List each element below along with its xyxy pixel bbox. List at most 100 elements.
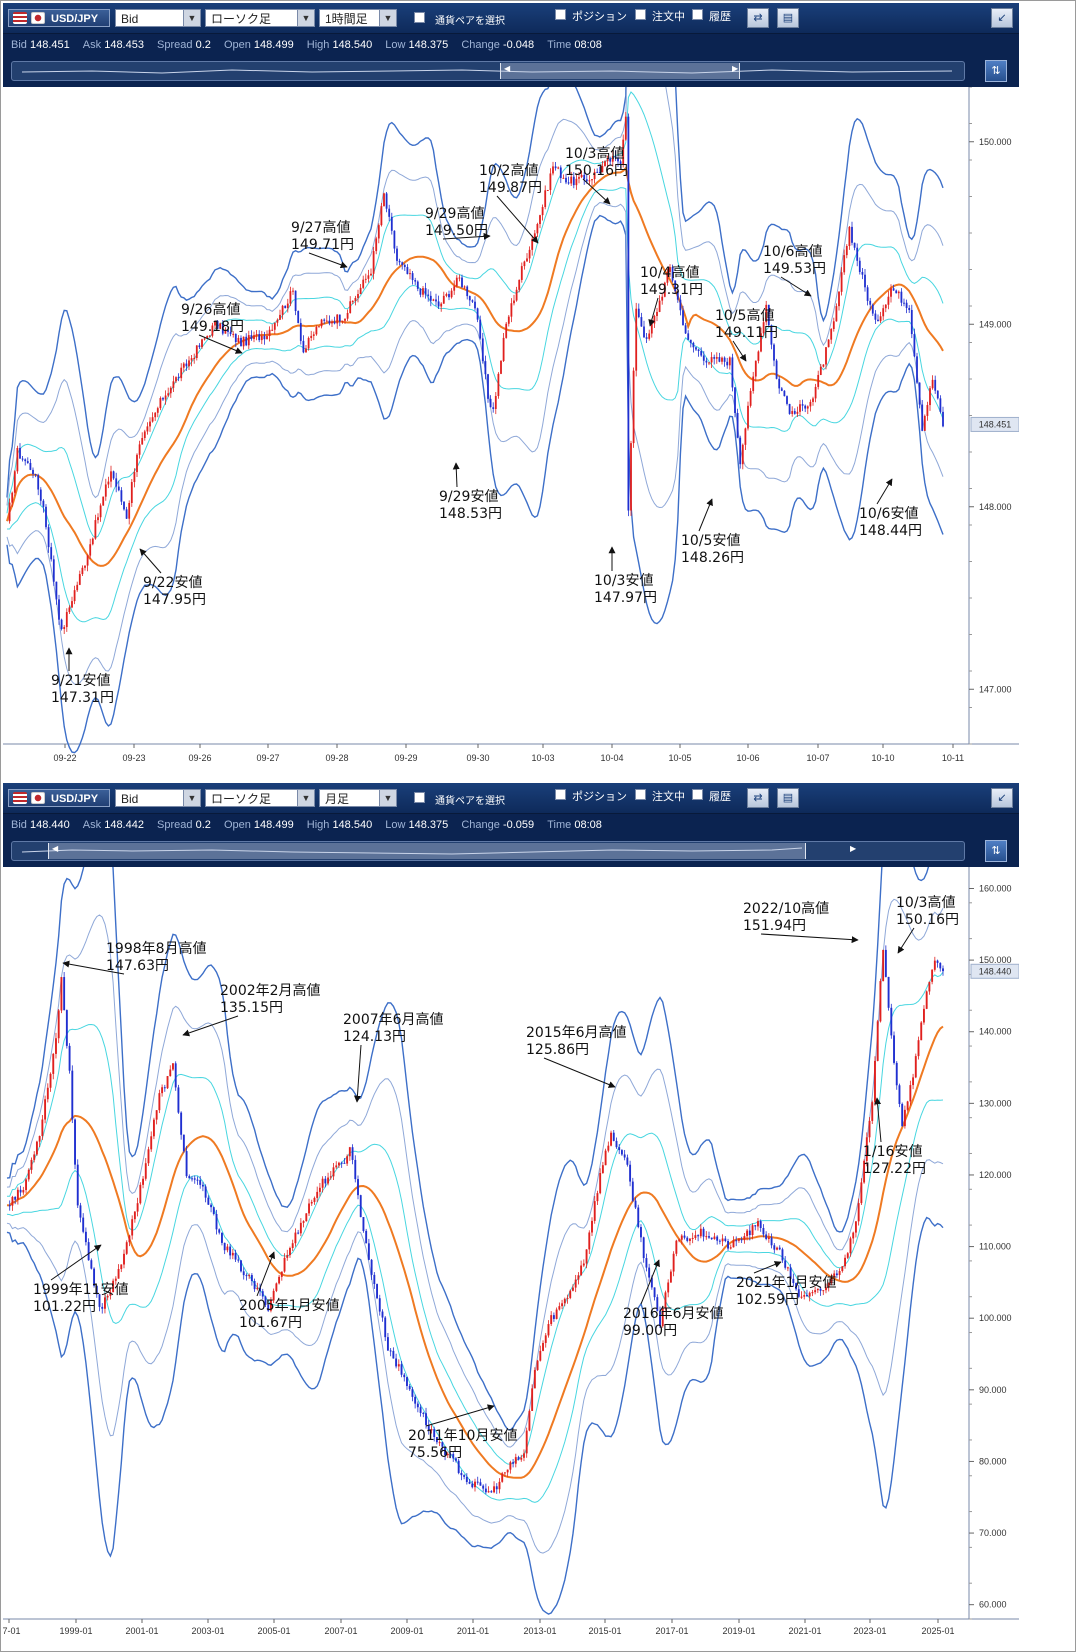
candle-body (131, 1219, 134, 1236)
chevron-right-icon[interactable]: ▶ (850, 844, 857, 853)
x-tick-label: 2023-01 (853, 1626, 886, 1636)
candle-body (449, 1453, 452, 1455)
candle-body (455, 1458, 457, 1461)
candle-body (219, 323, 222, 329)
pair-select-checkbox[interactable] (414, 792, 425, 803)
jp-flag-icon (31, 12, 45, 24)
range-slider[interactable]: ◀ ▶ (11, 61, 965, 81)
candle-body (370, 273, 372, 276)
candle-body (705, 1236, 708, 1238)
minimize-icon[interactable]: ↙ (991, 8, 1013, 28)
timeframe-select[interactable]: 月足 ▼ (319, 789, 397, 807)
candle-body (227, 330, 229, 332)
candle-body (916, 356, 918, 383)
currency-pair-selector[interactable]: USD/JPY (8, 789, 110, 807)
candle-body (432, 299, 435, 301)
history-checkbox[interactable] (692, 789, 703, 800)
candle-body (806, 1295, 808, 1297)
band-inner-upper (6, 91, 944, 539)
minimize-icon[interactable]: ↙ (991, 788, 1013, 808)
candle-body (351, 1147, 354, 1160)
annotation-date: 2002年2月高値 (220, 982, 321, 999)
candle-body (138, 444, 141, 455)
chart-type-select[interactable]: ローソク足 ▼ (205, 9, 315, 27)
candle-body (117, 1269, 120, 1279)
timeframe-select[interactable]: 1時間足 ▼ (319, 9, 397, 27)
candle-body (840, 272, 843, 292)
candle-body (642, 1237, 645, 1259)
candle-body (757, 1221, 759, 1227)
currency-pair-selector[interactable]: USD/JPY (8, 9, 110, 27)
candle-body (125, 509, 128, 519)
bid-value: 148.440 (29, 819, 70, 831)
range-slider[interactable]: ◀ ▶ (11, 841, 965, 861)
candle-body (375, 238, 378, 252)
range-window[interactable] (500, 63, 740, 79)
candle-body (884, 949, 887, 977)
annotation-price: 151.94円 (743, 918, 806, 934)
candle-body (751, 1225, 754, 1236)
candle-body (536, 1360, 539, 1371)
chevron-right-icon[interactable]: ▶ (732, 64, 739, 73)
candle-body (931, 379, 934, 389)
orders-checkbox[interactable] (635, 9, 646, 20)
candle-body (264, 1296, 267, 1305)
candle-body (354, 297, 357, 301)
moving-average-line (6, 1025, 944, 1479)
candle-body (110, 471, 112, 482)
candle-body (263, 335, 266, 340)
candle-body (788, 403, 791, 414)
orders-checkbox[interactable] (635, 789, 646, 800)
candle-body (882, 308, 885, 317)
chevron-left-icon[interactable]: ◀ (52, 844, 59, 853)
candle-body (695, 347, 697, 350)
expand-icon[interactable]: ⇅ (985, 60, 1007, 82)
chart-type-select[interactable]: ローソク足 ▼ (205, 789, 315, 807)
price-type-select[interactable]: Bid ▼ (115, 9, 201, 27)
window-icon[interactable]: ▤ (777, 788, 799, 808)
candle-body (481, 338, 484, 362)
candle-body (260, 335, 263, 341)
pair-select-checkbox[interactable] (414, 12, 425, 23)
history-checkbox[interactable] (692, 9, 703, 20)
candle-body (8, 1205, 11, 1207)
candle-body (86, 555, 89, 566)
candle-body (231, 1252, 234, 1256)
refresh-icon[interactable]: ⇄ (747, 788, 769, 808)
candle-body (563, 1298, 566, 1304)
window-icon[interactable]: ▤ (777, 8, 799, 28)
candle-body (117, 486, 120, 491)
position-checkbox[interactable] (555, 789, 566, 800)
candle-body (46, 1087, 49, 1100)
candle-body (585, 1249, 588, 1264)
candle-body (250, 335, 253, 339)
candle-body (139, 1184, 142, 1204)
y-tick-label: 148.000 (979, 502, 1012, 512)
range-window[interactable] (48, 843, 806, 859)
low-label: Low (385, 819, 406, 831)
candle-body (748, 1230, 751, 1236)
expand-icon[interactable]: ⇅ (985, 840, 1007, 862)
chevron-down-icon: ▼ (379, 10, 396, 26)
annotation-price: 149.53円 (763, 261, 826, 277)
chevron-left-icon[interactable]: ◀ (504, 64, 511, 73)
candle-body (765, 304, 768, 323)
ask-info: Ask 148.442 (83, 814, 144, 836)
candle-body (78, 574, 81, 585)
x-tick-label: 09-27 (256, 753, 279, 763)
position-checkbox[interactable] (555, 9, 566, 20)
annotation-date: 9/27高値 (291, 219, 350, 236)
candle-body (619, 161, 622, 165)
candle-body (479, 319, 482, 339)
price-type-select[interactable]: Bid ▼ (115, 789, 201, 807)
current-price-marker (970, 416, 1019, 432)
candle-body (373, 1274, 376, 1285)
candle-body (435, 299, 437, 302)
current-price-label: 148.440 (979, 966, 1012, 976)
refresh-icon[interactable]: ⇄ (747, 8, 769, 28)
candle-body (678, 1239, 681, 1241)
candle-body (198, 345, 201, 348)
candle-body (650, 1277, 653, 1288)
candle-body (566, 1297, 569, 1299)
candle-body (429, 295, 432, 301)
